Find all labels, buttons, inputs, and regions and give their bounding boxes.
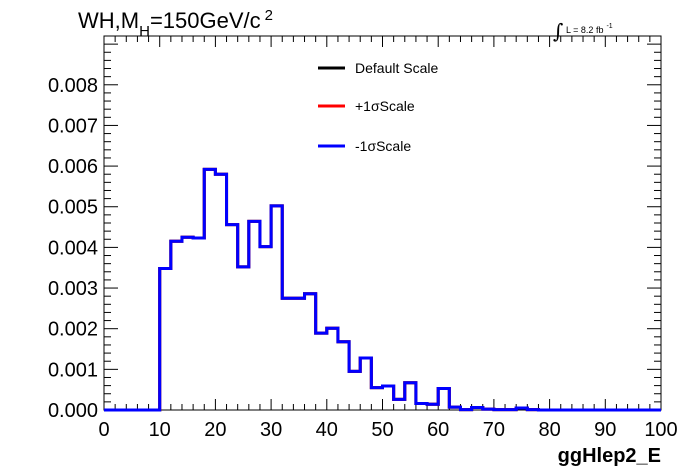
x-tick-labels: 0 10 20 30 40 50 60 70 80 90 100 — [98, 419, 677, 441]
x-tick-label: 100 — [644, 419, 677, 441]
series-lines — [104, 167, 661, 412]
x-axis-title: ggHlep2_E — [558, 445, 661, 467]
y-tick-label: 0.005 — [48, 197, 98, 219]
y-tick-labels: 0.000 0.001 0.002 0.003 0.004 0.005 0.006 0.007… — [48, 75, 98, 422]
lumi-superscript: -1 — [606, 23, 612, 30]
x-tick-label: 30 — [260, 419, 282, 441]
chart-title: WH,MH=150GeV/c 2 — [78, 7, 273, 40]
plot-frame — [103, 35, 662, 411]
axis-ticks — [103, 35, 662, 411]
x-tick-label: 50 — [371, 419, 393, 441]
lumi-label: L = 8.2 fb -1 — [566, 23, 613, 35]
legend-label-plus1sigma: +1σScale — [355, 98, 415, 114]
x-tick-label: 70 — [483, 419, 505, 441]
series-line-2 — [104, 167, 661, 412]
lumi-text: L = 8.2 fb — [566, 25, 603, 35]
title-subscript: H — [139, 23, 150, 40]
legend-label-default: Default Scale — [355, 60, 438, 76]
x-tick-label: 60 — [427, 419, 449, 441]
x-tick-label: 10 — [149, 419, 171, 441]
y-tick-label: 0.002 — [48, 319, 98, 341]
title-main: WH,M — [78, 8, 139, 33]
x-tick-label: 40 — [316, 419, 338, 441]
y-tick-label: 0.004 — [48, 237, 98, 259]
title-rest: =150GeV/c — [150, 8, 261, 33]
x-tick-label: 80 — [538, 419, 560, 441]
title-superscript: 2 — [265, 7, 273, 24]
lumi-integral: ∫ — [553, 19, 563, 43]
y-tick-label: 0.001 — [48, 359, 98, 381]
series-line-0 — [104, 167, 661, 412]
y-tick-label: 0.008 — [48, 75, 98, 97]
legend-label-minus1sigma: -1σScale — [355, 138, 411, 154]
y-tick-label: 0.000 — [48, 400, 98, 422]
series-line-1 — [104, 167, 661, 412]
y-tick-label: 0.003 — [48, 278, 98, 300]
y-tick-label: 0.007 — [48, 115, 98, 137]
x-tick-label: 0 — [98, 419, 109, 441]
legend: Default Scale +1σScale -1σScale — [318, 60, 438, 154]
x-tick-label: 90 — [594, 419, 616, 441]
x-tick-label: 20 — [204, 419, 226, 441]
y-tick-label: 0.006 — [48, 156, 98, 178]
